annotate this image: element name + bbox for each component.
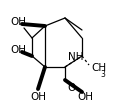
Text: 3: 3 xyxy=(101,70,105,78)
Text: NH: NH xyxy=(68,52,84,62)
Text: O: O xyxy=(68,83,76,93)
Text: OH: OH xyxy=(10,45,26,55)
Text: OH: OH xyxy=(10,17,26,27)
Text: OH: OH xyxy=(30,92,46,102)
Text: CH: CH xyxy=(91,63,106,73)
Text: OH: OH xyxy=(77,92,93,102)
